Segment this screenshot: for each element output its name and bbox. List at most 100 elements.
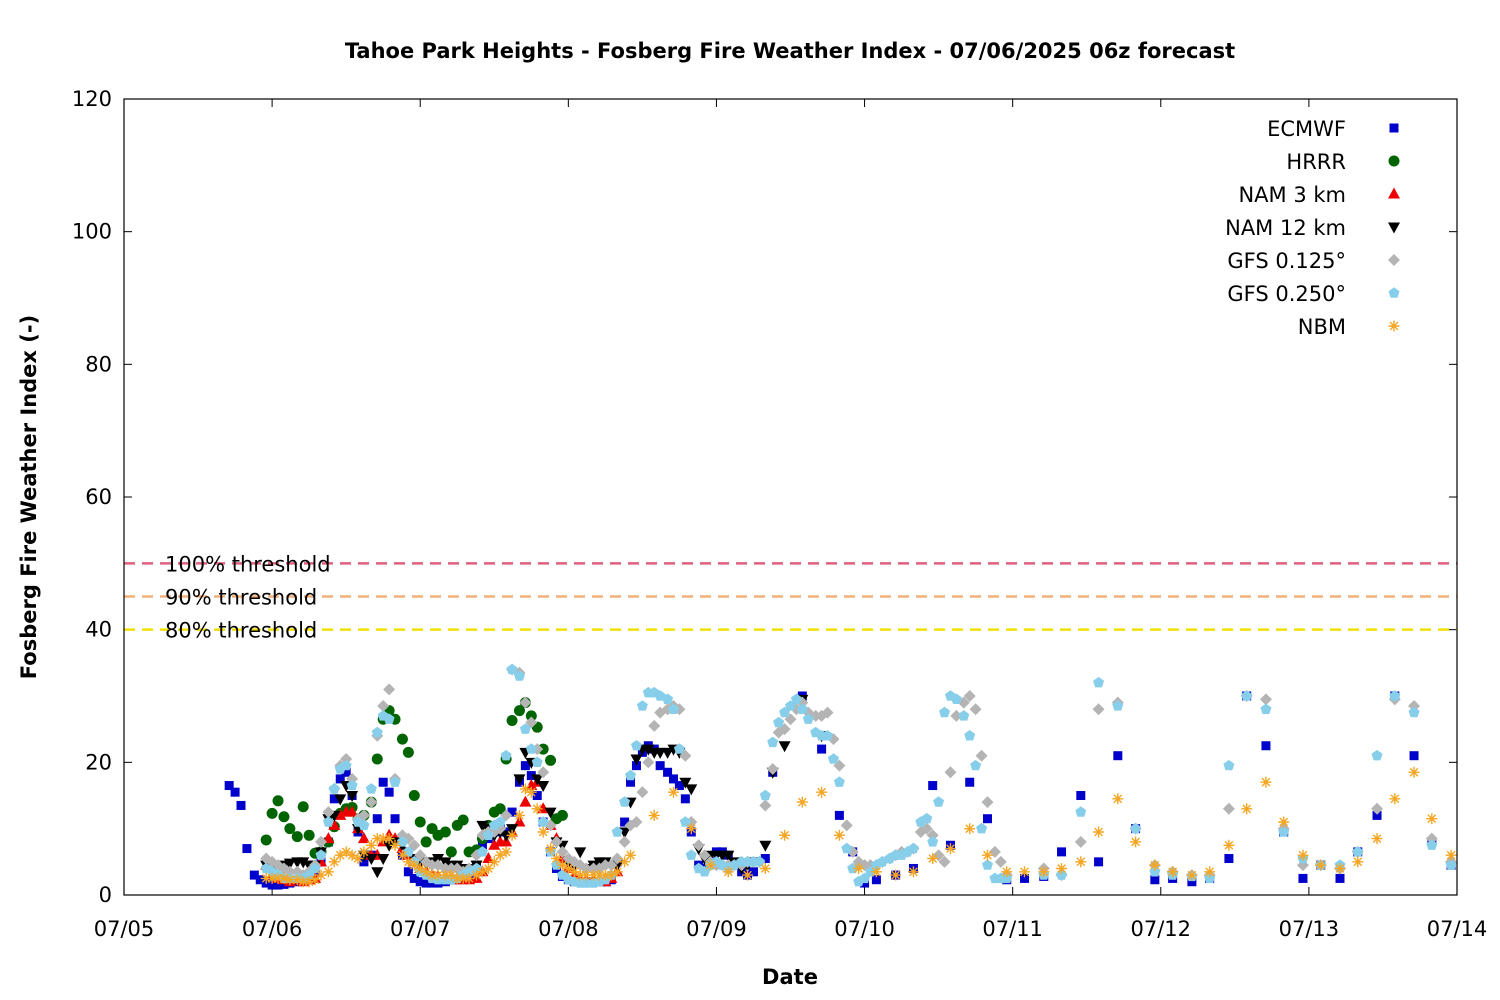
chart-title: Tahoe Park Heights - Fosberg Fire Weathe… (345, 39, 1235, 63)
data-point (680, 794, 690, 804)
data-point (525, 786, 537, 798)
data-point (402, 856, 414, 868)
data-point (921, 812, 933, 824)
data-point (1408, 706, 1420, 718)
data-point (297, 801, 309, 813)
data-point (668, 786, 679, 798)
data-point (1408, 766, 1420, 778)
data-point (255, 875, 265, 885)
data-point (371, 833, 383, 845)
data-point (421, 878, 431, 888)
data-point (945, 843, 956, 855)
data-point (519, 696, 532, 709)
data-point (1334, 863, 1346, 874)
data-point (1352, 856, 1364, 868)
data-point (476, 846, 488, 857)
y-tick-label: 40 (85, 618, 112, 642)
data-point (1426, 813, 1438, 825)
data-point (965, 777, 975, 787)
data-point (309, 874, 321, 886)
data-point (494, 816, 506, 827)
data-point (445, 869, 457, 881)
data-point (482, 852, 495, 864)
data-point (620, 817, 630, 827)
x-tick-label: 07/05 (94, 917, 155, 941)
data-point (477, 840, 487, 850)
data-point (1371, 802, 1384, 815)
axis-ticks: 0 20 40 60 80 100 120 07/05 07/06 07/07 07/08 07/09… (72, 87, 1487, 941)
data-point (685, 849, 697, 860)
data-point (396, 836, 408, 847)
data-point (519, 723, 531, 734)
data-point (655, 761, 665, 771)
data-point (383, 683, 396, 696)
data-point (383, 713, 395, 724)
data-point (537, 766, 550, 779)
data-point (618, 835, 631, 848)
data-point (358, 846, 370, 858)
data-point (833, 829, 845, 841)
data-point (531, 774, 544, 786)
data-point (833, 776, 845, 787)
data-point (365, 839, 377, 851)
data-point (507, 807, 517, 817)
series-gfs-0-125 (260, 663, 1458, 882)
data-point (574, 869, 586, 881)
data-point (927, 853, 939, 864)
data-point (562, 863, 574, 874)
data-point (1150, 875, 1160, 885)
data-point (773, 716, 785, 728)
threshold-label: 100% threshold (165, 552, 331, 576)
data-point (674, 781, 684, 791)
data-point (283, 858, 296, 870)
data-point (531, 803, 543, 815)
data-point (545, 843, 557, 855)
data-point (432, 869, 444, 881)
data-point (692, 839, 705, 852)
data-point (1389, 793, 1401, 805)
legend-label: ECMWF (1267, 117, 1346, 141)
data-point (1130, 836, 1142, 848)
data-point (1186, 869, 1198, 881)
data-point (531, 756, 543, 767)
data-point (272, 872, 284, 884)
data-point (451, 872, 463, 884)
data-point (759, 863, 771, 874)
data-point (266, 807, 278, 819)
data-point (1223, 839, 1235, 851)
data-point (1019, 866, 1030, 878)
data-point (476, 866, 488, 878)
data-point (414, 816, 426, 828)
data-point (1038, 866, 1050, 878)
data-point (346, 849, 358, 861)
data-point (821, 706, 834, 719)
data-point (975, 749, 988, 762)
data-point (526, 771, 536, 781)
data-point (619, 856, 631, 868)
data-point (636, 700, 648, 711)
data-point (760, 854, 770, 864)
data-point (334, 794, 347, 806)
data-point (377, 699, 390, 712)
data-point (371, 726, 383, 738)
data-point (698, 849, 711, 862)
data-point (328, 856, 340, 868)
data-point (722, 850, 735, 862)
data-point (445, 846, 457, 858)
data-point (662, 693, 674, 704)
data-point (982, 859, 993, 870)
data-point (759, 799, 772, 812)
data-point (273, 880, 283, 890)
data-point (334, 849, 346, 861)
data-point (488, 838, 501, 850)
data-point (642, 756, 655, 769)
data-point (322, 816, 334, 827)
legend: ECMWF HRRR NAM 3 km NAM 12 km GFS 0.125° GFS … (1225, 117, 1400, 339)
data-point (322, 866, 334, 878)
data-point (506, 715, 518, 727)
legend-label: GFS 0.125° (1227, 249, 1346, 273)
data-point (907, 866, 919, 878)
data-point (551, 853, 562, 864)
data-point (944, 766, 957, 779)
